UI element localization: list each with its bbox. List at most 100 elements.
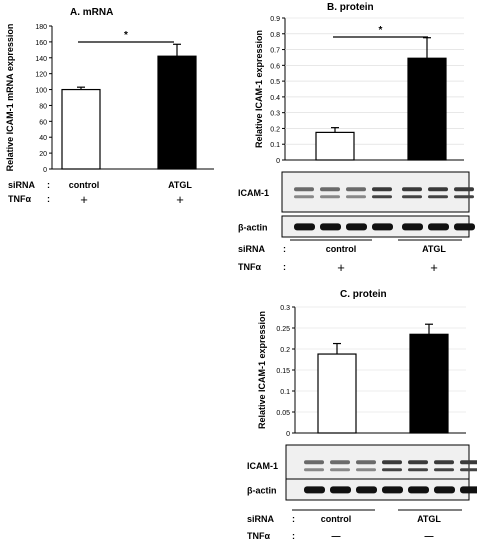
blot-band <box>434 468 454 472</box>
row-separator: : <box>283 262 286 272</box>
y-tick-label: 0 <box>276 158 280 165</box>
bar-control <box>61 88 101 170</box>
bar-control <box>317 353 357 434</box>
chart-title: C. protein <box>340 289 387 300</box>
y-tick-label: 0.3 <box>280 305 290 312</box>
chart-panel-0: A. mRNA Relative ICAM-1 mRNA expression 0 2… <box>5 7 214 207</box>
blot-band <box>356 486 377 494</box>
blot-band <box>402 223 423 231</box>
blot-band <box>330 460 350 465</box>
row-value: control <box>321 514 352 524</box>
blot-band <box>320 187 340 192</box>
row-separator: : <box>283 244 286 254</box>
row-separator: : <box>47 194 50 204</box>
blot-frame <box>285 444 470 486</box>
blot-band <box>454 187 474 192</box>
y-tick-label: 140 <box>35 56 47 63</box>
y-tick-label: 0 <box>286 431 290 438</box>
blot-label: ICAM-1 <box>247 461 278 471</box>
blot-band <box>294 187 314 192</box>
blot-band <box>330 486 351 494</box>
blot-label: β-actin <box>247 486 277 496</box>
blot-band <box>320 223 341 231</box>
row-value: control <box>326 244 357 254</box>
y-axis-label: Relative ICAM-1 expression <box>257 311 267 429</box>
y-tick-label: 0.5 <box>270 79 280 86</box>
row-value: ATGL <box>168 180 192 190</box>
blot-band <box>460 468 477 472</box>
blot-band <box>382 460 402 465</box>
blot-band <box>454 195 474 199</box>
y-tick-label: 160 <box>35 40 47 47</box>
y-tick-label: 0.3 <box>270 111 280 118</box>
y-tick-label: 0.25 <box>276 326 290 333</box>
significance-marker: * <box>124 30 128 41</box>
bar-atgl <box>409 333 449 434</box>
blot-label: β-actin <box>238 223 268 233</box>
y-tick-label: 0.6 <box>270 63 280 70</box>
y-tick-label: 0.4 <box>270 95 280 102</box>
y-tick-label: 0.1 <box>280 389 290 396</box>
row-separator: : <box>292 531 295 540</box>
y-tick-label: 0.2 <box>270 126 280 133</box>
chart-panel-1: B. protein Relative ICAM-1 expression 0 0.1… <box>238 2 475 275</box>
blot-label: ICAM-1 <box>238 188 269 198</box>
blot-band <box>304 468 324 472</box>
blot-band <box>356 460 376 465</box>
bar-control <box>315 131 355 161</box>
blot-band <box>294 195 314 199</box>
bar-atgl <box>407 57 447 161</box>
blot-band <box>402 187 422 192</box>
blot-band <box>382 468 402 472</box>
blot-band <box>372 223 393 231</box>
y-tick-label: 40 <box>39 135 47 142</box>
blot-band <box>346 223 367 231</box>
blot-band <box>454 223 475 231</box>
blot-band <box>408 486 429 494</box>
y-tick-label: 60 <box>39 119 47 126</box>
blot-band <box>428 223 449 231</box>
row-separator: : <box>292 514 295 524</box>
blot-band <box>372 187 392 192</box>
row-value: + <box>337 260 345 275</box>
blot-frame <box>281 171 470 213</box>
blot-band <box>428 187 448 192</box>
y-tick-label: 180 <box>35 24 47 31</box>
blot-band <box>382 486 403 494</box>
y-tick-label: 0.15 <box>276 368 290 375</box>
y-tick-label: 100 <box>35 88 47 95</box>
y-tick-label: 120 <box>35 72 47 79</box>
blot-band <box>434 486 455 494</box>
row-label: TNFα <box>238 262 261 272</box>
blot-band <box>408 468 428 472</box>
significance-marker: * <box>379 25 383 36</box>
row-separator: : <box>47 180 50 190</box>
row-label: siRNA <box>247 514 275 524</box>
row-label: siRNA <box>8 180 36 190</box>
row-value: + <box>80 192 88 207</box>
blot-band <box>460 460 477 465</box>
blot-band <box>330 468 350 472</box>
blot-band <box>460 486 477 494</box>
y-tick-label: 0 <box>43 167 47 174</box>
y-tick-label: 0.05 <box>276 410 290 417</box>
row-value: control <box>69 180 100 190</box>
row-value: — <box>425 531 434 540</box>
chart-title: B. protein <box>327 2 374 13</box>
blot-band <box>428 195 448 199</box>
y-tick-label: 20 <box>39 151 47 158</box>
blot-band <box>434 460 454 465</box>
row-label: siRNA <box>238 244 266 254</box>
blot-band <box>320 195 340 199</box>
chart-title: A. mRNA <box>70 7 113 18</box>
row-label: TNFα <box>8 194 31 204</box>
blot-band <box>346 195 366 199</box>
row-value: + <box>430 260 438 275</box>
y-tick-label: 0.8 <box>270 32 280 39</box>
chart-panel-2: C. protein Relative ICAM-1 expression 0 0.0… <box>247 289 477 540</box>
row-value: + <box>176 192 184 207</box>
blot-band <box>304 486 325 494</box>
blot-band <box>294 223 315 231</box>
blot-band <box>402 195 422 199</box>
